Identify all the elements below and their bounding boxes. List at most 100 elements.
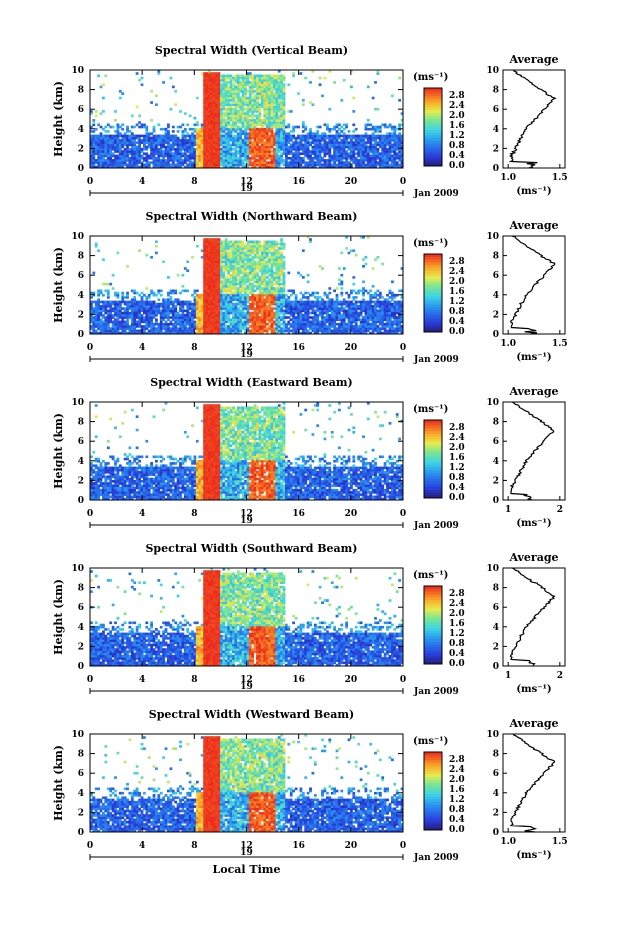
heatmap-cell [239, 309, 243, 313]
heatmap-cell [248, 110, 252, 113]
heatmap-cell [287, 136, 291, 140]
heatmap-cell [280, 145, 284, 149]
heatmap-cell [263, 132, 267, 136]
heatmap-cell [135, 300, 139, 304]
heatmap-cell [220, 247, 223, 250]
heatmap-cell [239, 96, 243, 100]
heatmap-cell [210, 152, 214, 156]
heatmap-cell [342, 161, 346, 164]
heatmap-cell [104, 307, 108, 310]
heatmap-cell [106, 145, 110, 149]
heatmap-cell [205, 130, 209, 133]
heatmap-cell [395, 134, 399, 138]
heatmap-cell [260, 267, 264, 270]
heatmap-cell [275, 125, 279, 129]
heatmap-cell [217, 282, 221, 286]
heatmap-cell [280, 105, 284, 109]
heatmap-cell [224, 253, 228, 257]
heatmap-cell [212, 114, 216, 118]
heatmap-cell [248, 150, 252, 153]
heatmap-cell [114, 148, 117, 151]
heatmap-cell [232, 90, 235, 93]
heatmap-cell [224, 293, 228, 297]
heatmap-cell [121, 314, 125, 317]
heatmap-cell [222, 105, 226, 109]
heatmap-cell [241, 256, 245, 259]
heatmap-cell [239, 116, 243, 120]
heatmap-cell [260, 156, 264, 160]
heatmap-cell [205, 265, 209, 268]
colorbar-tick-label: 2.4 [449, 101, 465, 111]
heatmap-cell [171, 329, 175, 333]
heatmap-cell [164, 300, 168, 304]
heatmap-cell [220, 139, 223, 142]
heatmap-cell [251, 130, 255, 133]
heatmap-cell [150, 327, 154, 330]
heatmap-cell [203, 258, 207, 261]
heatmap-cell [398, 99, 402, 102]
heatmap-cell [229, 154, 233, 158]
heatmap-cell [313, 148, 317, 151]
heatmap-cell [116, 141, 120, 144]
heatmap-cell [217, 101, 221, 104]
heatmap-cell [195, 305, 199, 308]
heatmap-cell [116, 123, 120, 127]
heatmap-cell [135, 291, 139, 295]
heatmap-cell [251, 249, 255, 253]
heatmap-cell [330, 154, 334, 158]
heatmap-cell [273, 242, 276, 246]
heatmap-cell [277, 105, 281, 109]
heatmap-cell [371, 163, 375, 167]
heatmap-cell [374, 134, 377, 138]
heatmap-cell [210, 305, 214, 308]
heatmap-cell [215, 314, 219, 317]
heatmap-cell [123, 331, 127, 335]
heatmap-cell [203, 318, 207, 322]
heatmap-cell [198, 134, 202, 138]
heatmap-cell [258, 141, 262, 144]
heatmap-cell [188, 163, 192, 167]
heatmap-cell [200, 127, 204, 131]
heatmap-cell [224, 152, 228, 156]
heatmap-cell [354, 163, 358, 167]
heatmap-cell [265, 296, 269, 299]
heatmap-cell [227, 132, 231, 136]
heatmap-cell [316, 139, 320, 142]
heatmap-cell [116, 150, 120, 153]
heatmap-cell [285, 143, 288, 147]
heatmap-cell [212, 136, 216, 140]
heatmap-cell [94, 307, 98, 310]
heatmap-cell [186, 123, 190, 127]
heatmap-cell [205, 322, 209, 326]
heatmap-cell [253, 249, 257, 253]
heatmap-cell [126, 322, 129, 326]
heatmap-cell [270, 256, 274, 259]
heatmap-cell [342, 78, 346, 82]
heatmap-cell [220, 110, 223, 113]
heatmap-cell [275, 152, 279, 156]
heatmap-cell [239, 148, 243, 151]
heatmap-cell [210, 320, 214, 324]
heatmap-cell [297, 136, 300, 140]
heatmap-cell [220, 134, 223, 138]
heatmap-cell [229, 119, 233, 122]
heatmap-cell [159, 127, 163, 131]
heatmap-cell [114, 293, 117, 297]
heatmap-cell [227, 253, 231, 257]
heatmap-cell [203, 240, 207, 244]
heatmap-cell [258, 325, 262, 328]
heatmap-cell [246, 72, 250, 75]
heatmap-cell [224, 316, 228, 319]
heatmap-cell [366, 152, 370, 156]
heatmap-cell [306, 148, 310, 151]
heatmap-cell [157, 322, 161, 326]
heatmap-cell [306, 154, 310, 158]
heatmap-cell [270, 112, 274, 115]
heatmap-cell [229, 125, 233, 129]
heatmap-cell [198, 145, 202, 149]
heatmap-cell [174, 159, 178, 162]
heatmap-cell [287, 150, 291, 153]
heatmap-cell [159, 136, 163, 140]
heatmap-cell [164, 141, 168, 144]
heatmap-cell [200, 145, 204, 149]
